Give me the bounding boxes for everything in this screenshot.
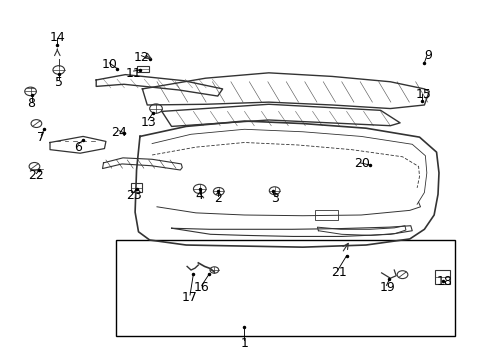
Text: 12: 12	[133, 51, 149, 64]
Text: 20: 20	[353, 157, 369, 170]
Text: 11: 11	[125, 67, 141, 80]
Text: 21: 21	[331, 266, 346, 279]
Text: 3: 3	[270, 192, 278, 205]
Bar	[314, 210, 338, 220]
Text: 8: 8	[27, 97, 36, 110]
Bar	[136, 66, 149, 72]
Text: 9: 9	[424, 49, 431, 62]
Text: 15: 15	[415, 89, 430, 102]
Text: 17: 17	[182, 291, 198, 304]
Text: 18: 18	[436, 275, 452, 288]
Text: 7: 7	[37, 131, 45, 144]
Text: 24: 24	[111, 126, 127, 139]
Bar	[434, 270, 449, 284]
Text: 22: 22	[28, 169, 44, 182]
Bar	[116, 240, 454, 337]
Text: 23: 23	[125, 189, 141, 202]
Text: 5: 5	[55, 76, 62, 89]
Text: 6: 6	[74, 141, 82, 154]
Bar	[131, 183, 142, 192]
Text: 14: 14	[49, 31, 65, 44]
Text: 19: 19	[379, 282, 395, 294]
Text: 4: 4	[195, 189, 203, 202]
Text: 10: 10	[101, 58, 117, 72]
Text: 1: 1	[240, 337, 248, 350]
Text: 2: 2	[213, 192, 221, 205]
Text: 13: 13	[140, 116, 156, 129]
Text: 16: 16	[193, 282, 209, 294]
